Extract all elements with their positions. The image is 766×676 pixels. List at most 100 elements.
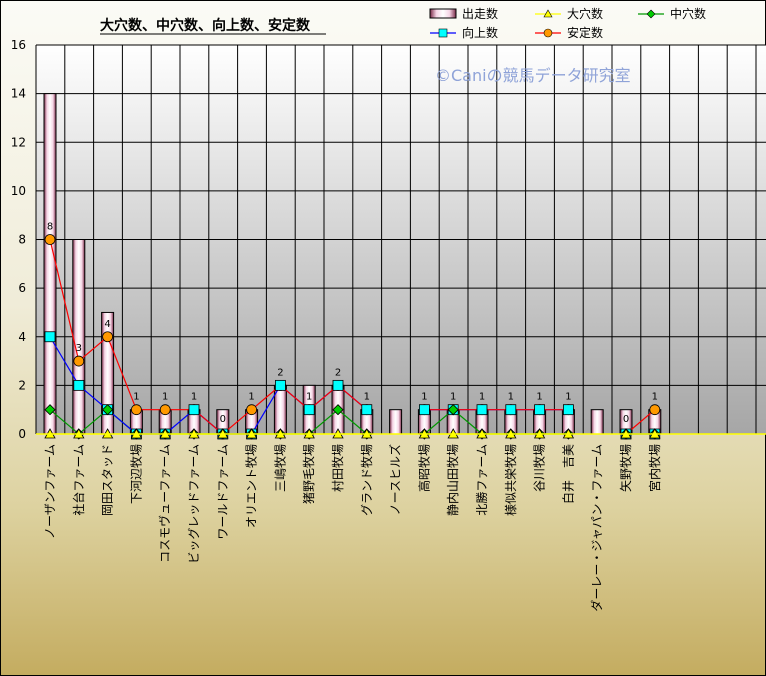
marker-s3-15 (447, 404, 459, 416)
marker-s4-9 (274, 379, 286, 391)
marker-s5-22 (649, 404, 661, 416)
legend-marker (543, 28, 553, 38)
marker-s5-2 (73, 355, 85, 367)
category-label-17: 様似共栄牧場 (504, 444, 518, 516)
legend-label: 安定数 (567, 25, 603, 40)
category-label-8: オリエント牧場 (245, 444, 259, 528)
y-tick-label: 8 (18, 233, 26, 247)
marker-s3-3 (102, 404, 114, 416)
category-label-5: コスモヴューファーム (157, 444, 172, 563)
category-label-11: 村田牧場 (331, 444, 345, 492)
category-label-3: 岡田スタッド (101, 444, 115, 516)
legend-marker (438, 28, 448, 38)
category-label-20: ダーレー・ジャパン・ファーム (589, 444, 604, 612)
category-label-16: 北勝ファーム (474, 444, 489, 516)
data-label-11: 2 (335, 367, 341, 378)
marker-s3-1 (44, 404, 56, 416)
data-label-10: 1 (306, 392, 312, 403)
marker-s4-1 (44, 331, 56, 343)
category-label-15: 静内山田牧場 (446, 444, 460, 516)
bar-3 (101, 311, 115, 435)
data-label-3: 4 (104, 319, 110, 330)
legend-marker (646, 9, 656, 19)
legend-item-5: 安定数 (535, 25, 603, 40)
legend-label: 大穴数 (567, 6, 603, 21)
marker-s4-19 (563, 404, 574, 416)
category-label-4: 下河辺牧場 (129, 444, 143, 504)
category-label-7: ワールドファーム (216, 444, 230, 540)
chart-title: 大穴数、中穴数、向上数、安定数 (100, 17, 311, 34)
category-label-22: 宮内牧場 (647, 444, 662, 492)
y-tick-label: 2 (18, 378, 26, 392)
legend-marker (543, 9, 553, 18)
y-tick-label: 16 (11, 38, 26, 52)
marker-s3-11 (332, 404, 344, 416)
marker-s5-4 (130, 404, 142, 416)
gridlines (35, 44, 766, 435)
marker-s4-11 (332, 379, 344, 391)
legend-swatch-bar (429, 8, 457, 19)
data-labels: 8 3 4 1 1 1 0 1 2 1 2 1 1 1 1 1 1 1 0 1 (47, 222, 658, 426)
category-label-12: グランド牧場 (360, 444, 374, 516)
category-label-14: 高昭牧場 (416, 444, 431, 492)
bar-13 (389, 409, 403, 435)
data-label-12: 1 (364, 392, 370, 403)
legend-item-3: 中穴数 (638, 6, 706, 21)
category-label-9: 三嶋牧場 (273, 444, 287, 492)
bar-2 (72, 239, 86, 435)
category-label-10: 猪野毛牧場 (302, 444, 316, 504)
data-label-8: 1 (248, 392, 254, 403)
data-label-17: 1 (508, 392, 514, 403)
category-label-19: 白井 吉美 (560, 444, 575, 504)
marker-s5-3 (102, 331, 113, 343)
watermark: ©Caniの競馬データ研究室 (435, 66, 631, 85)
marker-s5-8 (246, 404, 258, 416)
y-axis: 0 2 4 6 8 10 12 14 16 (11, 38, 37, 441)
data-label-19: 1 (565, 392, 571, 403)
category-label-13: ノースヒルズ (388, 444, 403, 515)
category-label-18: 谷川牧場 (533, 444, 547, 492)
legend-item-2: 大穴数 (535, 6, 603, 21)
marker-s5-1 (44, 234, 56, 245)
y-tick-label: 0 (18, 427, 26, 441)
legend-item-4: 向上数 (430, 25, 498, 40)
marker-s4-16 (476, 404, 488, 416)
data-label-9: 2 (277, 367, 283, 378)
category-label-6: ビッグレッドファーム (187, 444, 201, 564)
marker-s4-2 (73, 379, 85, 391)
bar-1 (43, 93, 57, 435)
legend-label: 中穴数 (670, 6, 706, 21)
marker-s4-6 (188, 404, 200, 416)
category-label-2: 社台ファーム (71, 444, 86, 516)
marker-s4-18 (534, 404, 545, 416)
data-label-6: 1 (191, 392, 197, 403)
legend-label: 出走数 (462, 6, 498, 21)
data-label-15: 1 (450, 392, 456, 403)
data-label-21: 0 (623, 414, 629, 425)
bar-20 (590, 409, 604, 435)
category-label-1: ノーザンファーム (43, 444, 57, 539)
y-tick-label: 12 (11, 135, 26, 149)
legend-item-1: 出走数 (429, 6, 498, 21)
y-tick-label: 14 (11, 87, 26, 101)
y-tick-label: 4 (18, 330, 26, 344)
data-label-5: 1 (162, 392, 168, 403)
x-axis: ノーザンファーム 社台ファーム 岡田スタッド 下河辺牧場 コスモヴューファーム ビッグレッ… (36, 433, 766, 612)
legend-label: 向上数 (462, 25, 498, 40)
data-label-18: 1 (536, 392, 542, 403)
marker-s4-12 (361, 404, 373, 416)
data-label-14: 1 (421, 392, 427, 403)
y-tick-label: 10 (11, 184, 26, 198)
data-label-2: 3 (76, 343, 82, 354)
marker-s4-17 (505, 404, 517, 416)
category-label-21: 矢野牧場 (619, 444, 633, 492)
data-label-22: 1 (652, 392, 658, 403)
marker-s4-14 (418, 404, 430, 416)
y-tick-label: 6 (18, 281, 26, 295)
data-label-16: 1 (479, 392, 485, 403)
chart-title-group: 大穴数、中穴数、向上数、安定数 (100, 17, 326, 35)
marker-s4-10 (303, 404, 315, 416)
data-label-1: 8 (47, 222, 53, 233)
